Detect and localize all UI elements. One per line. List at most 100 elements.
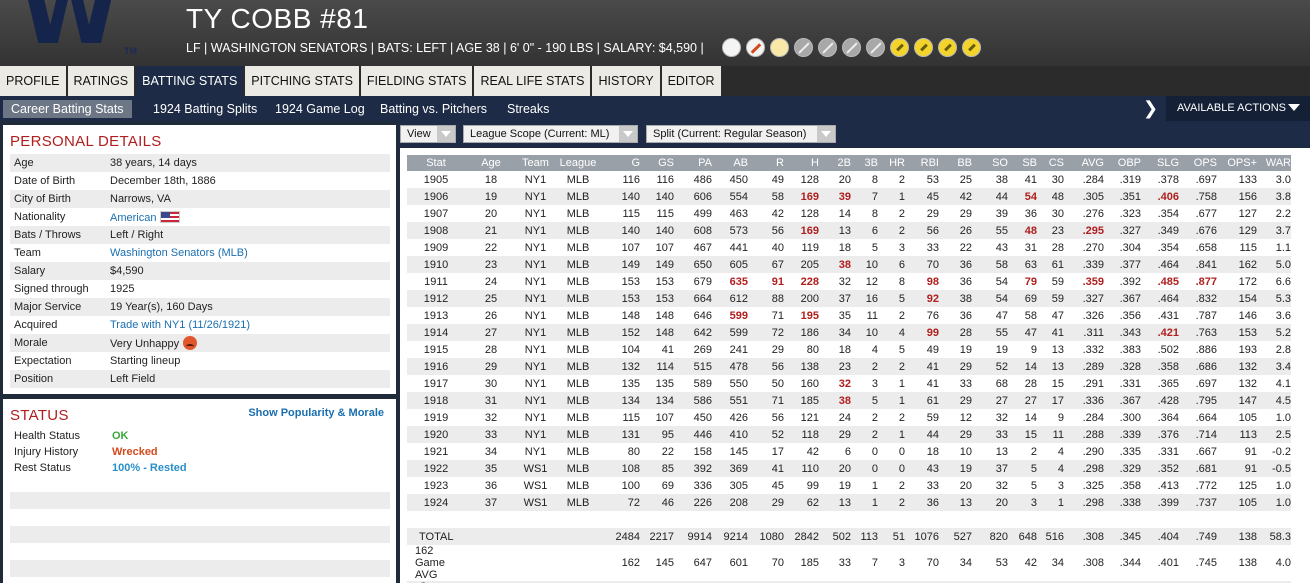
unhappy-face-icon <box>183 336 198 350</box>
view-dropdown[interactable]: View <box>400 125 456 143</box>
yellow-bat-icon[interactable] <box>938 38 957 57</box>
stat-cell: 5 <box>1008 460 1037 477</box>
glove-icon[interactable] <box>770 38 789 57</box>
column-header-cs[interactable]: CS <box>1037 155 1064 171</box>
white-diamond-icon[interactable] <box>722 38 741 57</box>
subnav-game-log[interactable]: 1924 Game Log <box>275 102 365 116</box>
nationality-link[interactable]: American <box>110 211 157 224</box>
team-link[interactable]: Washington Senators (MLB) <box>110 247 248 259</box>
stat-cell: 37 <box>819 290 851 307</box>
yellow-bat-icon[interactable] <box>890 38 909 57</box>
stat-cell: 2 <box>1030 445 1037 458</box>
stat-cell: 15 <box>1051 377 1064 390</box>
grey-bat-icon[interactable] <box>842 38 861 57</box>
stat-cell: 131 <box>602 426 640 443</box>
stat-cell: .300 <box>1119 411 1141 424</box>
column-header-obp[interactable]: OBP <box>1104 155 1141 171</box>
column-header-team[interactable]: Team <box>517 155 554 171</box>
column-header-ops[interactable]: OPS <box>1179 155 1217 171</box>
stat-cell: 38 <box>819 256 851 273</box>
stat-cell: 9214 <box>712 528 748 545</box>
player-header: W TM TY COBB #81 LF | WASHINGTON SENATOR… <box>0 0 1310 66</box>
stat-cell: 132 <box>1238 377 1257 390</box>
status-row-injury: Injury History Wrecked <box>10 444 390 460</box>
stat-cell: 68 <box>995 377 1008 390</box>
stat-cell: 105 <box>1238 411 1257 424</box>
stat-cell: 32 <box>995 411 1008 424</box>
stat-cell: 32 <box>838 377 851 390</box>
column-header-gs[interactable]: GS <box>640 155 674 171</box>
detail-row-expectation: Expectation Starting lineup <box>10 352 390 370</box>
column-header-2b[interactable]: 2B <box>819 155 851 171</box>
tab-pitching-stats[interactable]: PITCHING STATS <box>245 66 359 96</box>
show-popularity-morale-link[interactable]: Show Popularity & Morale <box>248 407 384 419</box>
stat-cell: 1.1 <box>1275 241 1291 254</box>
column-header-bb[interactable]: BB <box>939 155 972 171</box>
stat-cell: 33 <box>959 377 972 390</box>
stat-cell: 113 <box>851 528 878 545</box>
column-header-age[interactable]: Age <box>465 155 517 171</box>
column-header-war[interactable]: WAR <box>1257 155 1291 171</box>
available-actions-label: AVAILABLE ACTIONS <box>1177 102 1287 114</box>
tab-profile[interactable]: PROFILE <box>0 66 66 96</box>
split-dropdown-label: Split (Current: Regular Season) <box>653 128 807 140</box>
column-header-g[interactable]: G <box>602 155 640 171</box>
subnav-career-batting-stats[interactable]: Career Batting Stats <box>3 100 132 118</box>
subnav-streaks[interactable]: Streaks <box>507 102 550 116</box>
yellow-bat-icon[interactable] <box>914 38 933 57</box>
stat-cell: 369 <box>712 460 748 477</box>
grey-bat-icon[interactable] <box>866 38 885 57</box>
stat-cell: .737 <box>1179 494 1217 511</box>
stat-cell: 118 <box>784 426 819 443</box>
stat-cell: MLB <box>566 241 590 254</box>
column-header-slg[interactable]: SLG <box>1141 155 1179 171</box>
tab-ratings[interactable]: RATINGS <box>67 66 135 96</box>
column-header-hr[interactable]: HR <box>878 155 905 171</box>
stat-cell: 3 <box>1008 494 1037 511</box>
column-header-sb[interactable]: SB <box>1008 155 1037 171</box>
tab-history[interactable]: HISTORY <box>592 66 660 96</box>
tab-fielding-stats[interactable]: FIELDING STATS <box>360 66 473 96</box>
status-row-rest: Rest Status 100% - Rested <box>10 460 390 476</box>
subnav-batting-splits[interactable]: 1924 Batting Splits <box>153 102 258 116</box>
stat-cell: 28 <box>484 343 498 356</box>
available-actions-button[interactable]: AVAILABLE ACTIONS <box>1166 96 1310 121</box>
column-header-h[interactable]: H <box>784 155 819 171</box>
stat-cell: .329 <box>1104 460 1141 477</box>
stat-cell: .332 <box>1082 343 1104 356</box>
acquired-link[interactable]: Trade with NY1 (11/26/1921) <box>110 319 251 331</box>
tab-editor[interactable]: EDITOR <box>661 66 721 96</box>
column-header-so[interactable]: SO <box>972 155 1008 171</box>
column-header-3b[interactable]: 3B <box>851 155 878 171</box>
stat-cell: 70 <box>905 256 939 273</box>
subnav-batting-vs-pitchers[interactable]: Batting vs. Pitchers <box>380 102 487 116</box>
detail-value: Narrows, VA <box>106 190 390 208</box>
detail-row-acquired: Acquired Trade with NY1 (11/26/1921) <box>10 316 390 334</box>
column-header-opsplus[interactable]: OPS+ <box>1217 155 1257 171</box>
stat-cell: 2 <box>898 479 905 492</box>
grey-bat-icon[interactable] <box>794 38 813 57</box>
stat-cell: 138 <box>1238 557 1257 569</box>
column-header-ab[interactable]: AB <box>712 155 748 171</box>
stat-cell: 3.7 <box>1257 222 1291 239</box>
orange-bat-icon[interactable] <box>746 38 765 57</box>
split-dropdown[interactable]: Split (Current: Regular Season) <box>646 125 836 143</box>
stat-cell: 16 <box>851 290 878 307</box>
stat-cell: 14 <box>838 207 851 220</box>
column-header-avg[interactable]: AVG <box>1064 155 1104 171</box>
column-header-r[interactable]: R <box>748 155 784 171</box>
tab-batting-stats[interactable]: BATTING STATS <box>136 66 244 96</box>
league-scope-dropdown[interactable]: League Scope (Current: ML) <box>463 125 638 143</box>
column-header-rbi[interactable]: RBI <box>905 155 939 171</box>
column-header-stat[interactable]: Stat <box>407 155 465 171</box>
grey-bat-icon[interactable] <box>818 38 837 57</box>
stat-cell: 140 <box>640 222 674 239</box>
stat-cell: 5 <box>898 343 905 356</box>
column-header-league[interactable]: League <box>554 155 602 171</box>
tab-real-life-stats[interactable]: REAL LIFE STATS <box>474 66 591 96</box>
column-header-pa[interactable]: PA <box>674 155 712 171</box>
stat-cell: .378 <box>1157 173 1179 186</box>
stat-cell: .325 <box>1082 479 1104 492</box>
yellow-bat-icon[interactable] <box>962 38 981 57</box>
stat-cell: 38 <box>995 173 1008 186</box>
